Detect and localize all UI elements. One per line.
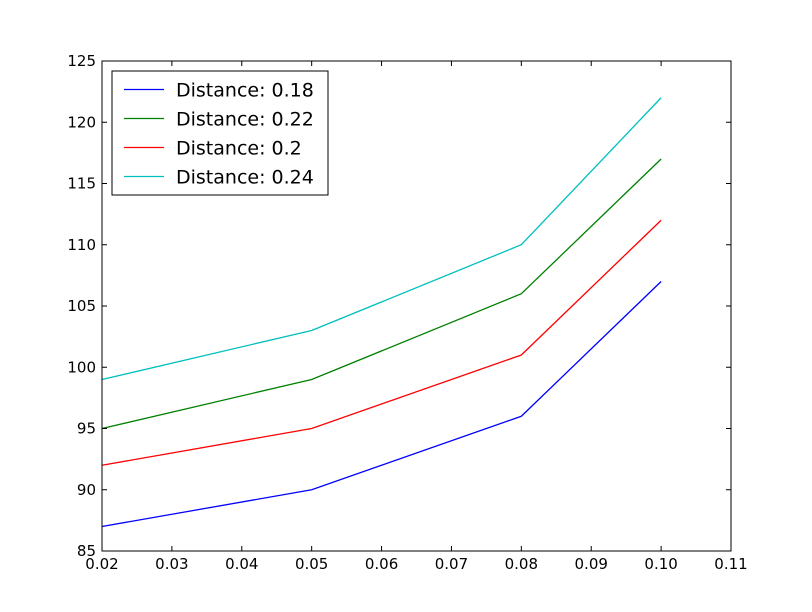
x-tick-label: 0.10 xyxy=(644,555,677,573)
legend-label-2: Distance: 0.22 xyxy=(176,109,314,131)
x-tick-label: 0.03 xyxy=(155,555,188,573)
x-tick-label: 0.08 xyxy=(505,555,538,573)
legend-box xyxy=(111,70,329,196)
x-tick-label: 0.02 xyxy=(85,555,118,573)
x-tick-label: 0.09 xyxy=(575,555,608,573)
plot-area: 0.02 0.03 0.04 0.05 0.06 0.07 0.08 0.09 0.10 0.11… xyxy=(67,52,747,573)
y-tick-label: 110 xyxy=(67,236,96,254)
y-tick-label: 125 xyxy=(67,52,96,70)
legend-label-3: Distance: 0.2 xyxy=(176,138,302,160)
series-line-4 xyxy=(101,97,662,381)
y-tick-label: 115 xyxy=(67,175,96,193)
y-tick-label: 120 xyxy=(67,113,96,131)
series-line-3 xyxy=(101,219,662,466)
x-tick-label: 0.05 xyxy=(295,555,328,573)
x-tick-label: 0.07 xyxy=(435,555,468,573)
y-tick-label: 90 xyxy=(77,481,96,499)
y-tick-label: 85 xyxy=(77,542,96,560)
legend-label-4: Distance: 0.24 xyxy=(176,167,314,189)
x-tick-label: 0.06 xyxy=(365,555,398,573)
series-line-2 xyxy=(101,158,662,430)
legend-label-1: Distance: 0.18 xyxy=(176,80,314,102)
x-tick-label: 0.04 xyxy=(225,555,258,573)
y-tick-label: 100 xyxy=(67,358,96,376)
legend: Distance: 0.18 Distance: 0.22 Distance: 0.… xyxy=(111,70,329,196)
series-line-1 xyxy=(101,281,662,528)
x-tick-label: 0.11 xyxy=(714,555,747,573)
y-tick-label: 105 xyxy=(67,297,96,315)
y-tick-label: 95 xyxy=(77,420,96,438)
